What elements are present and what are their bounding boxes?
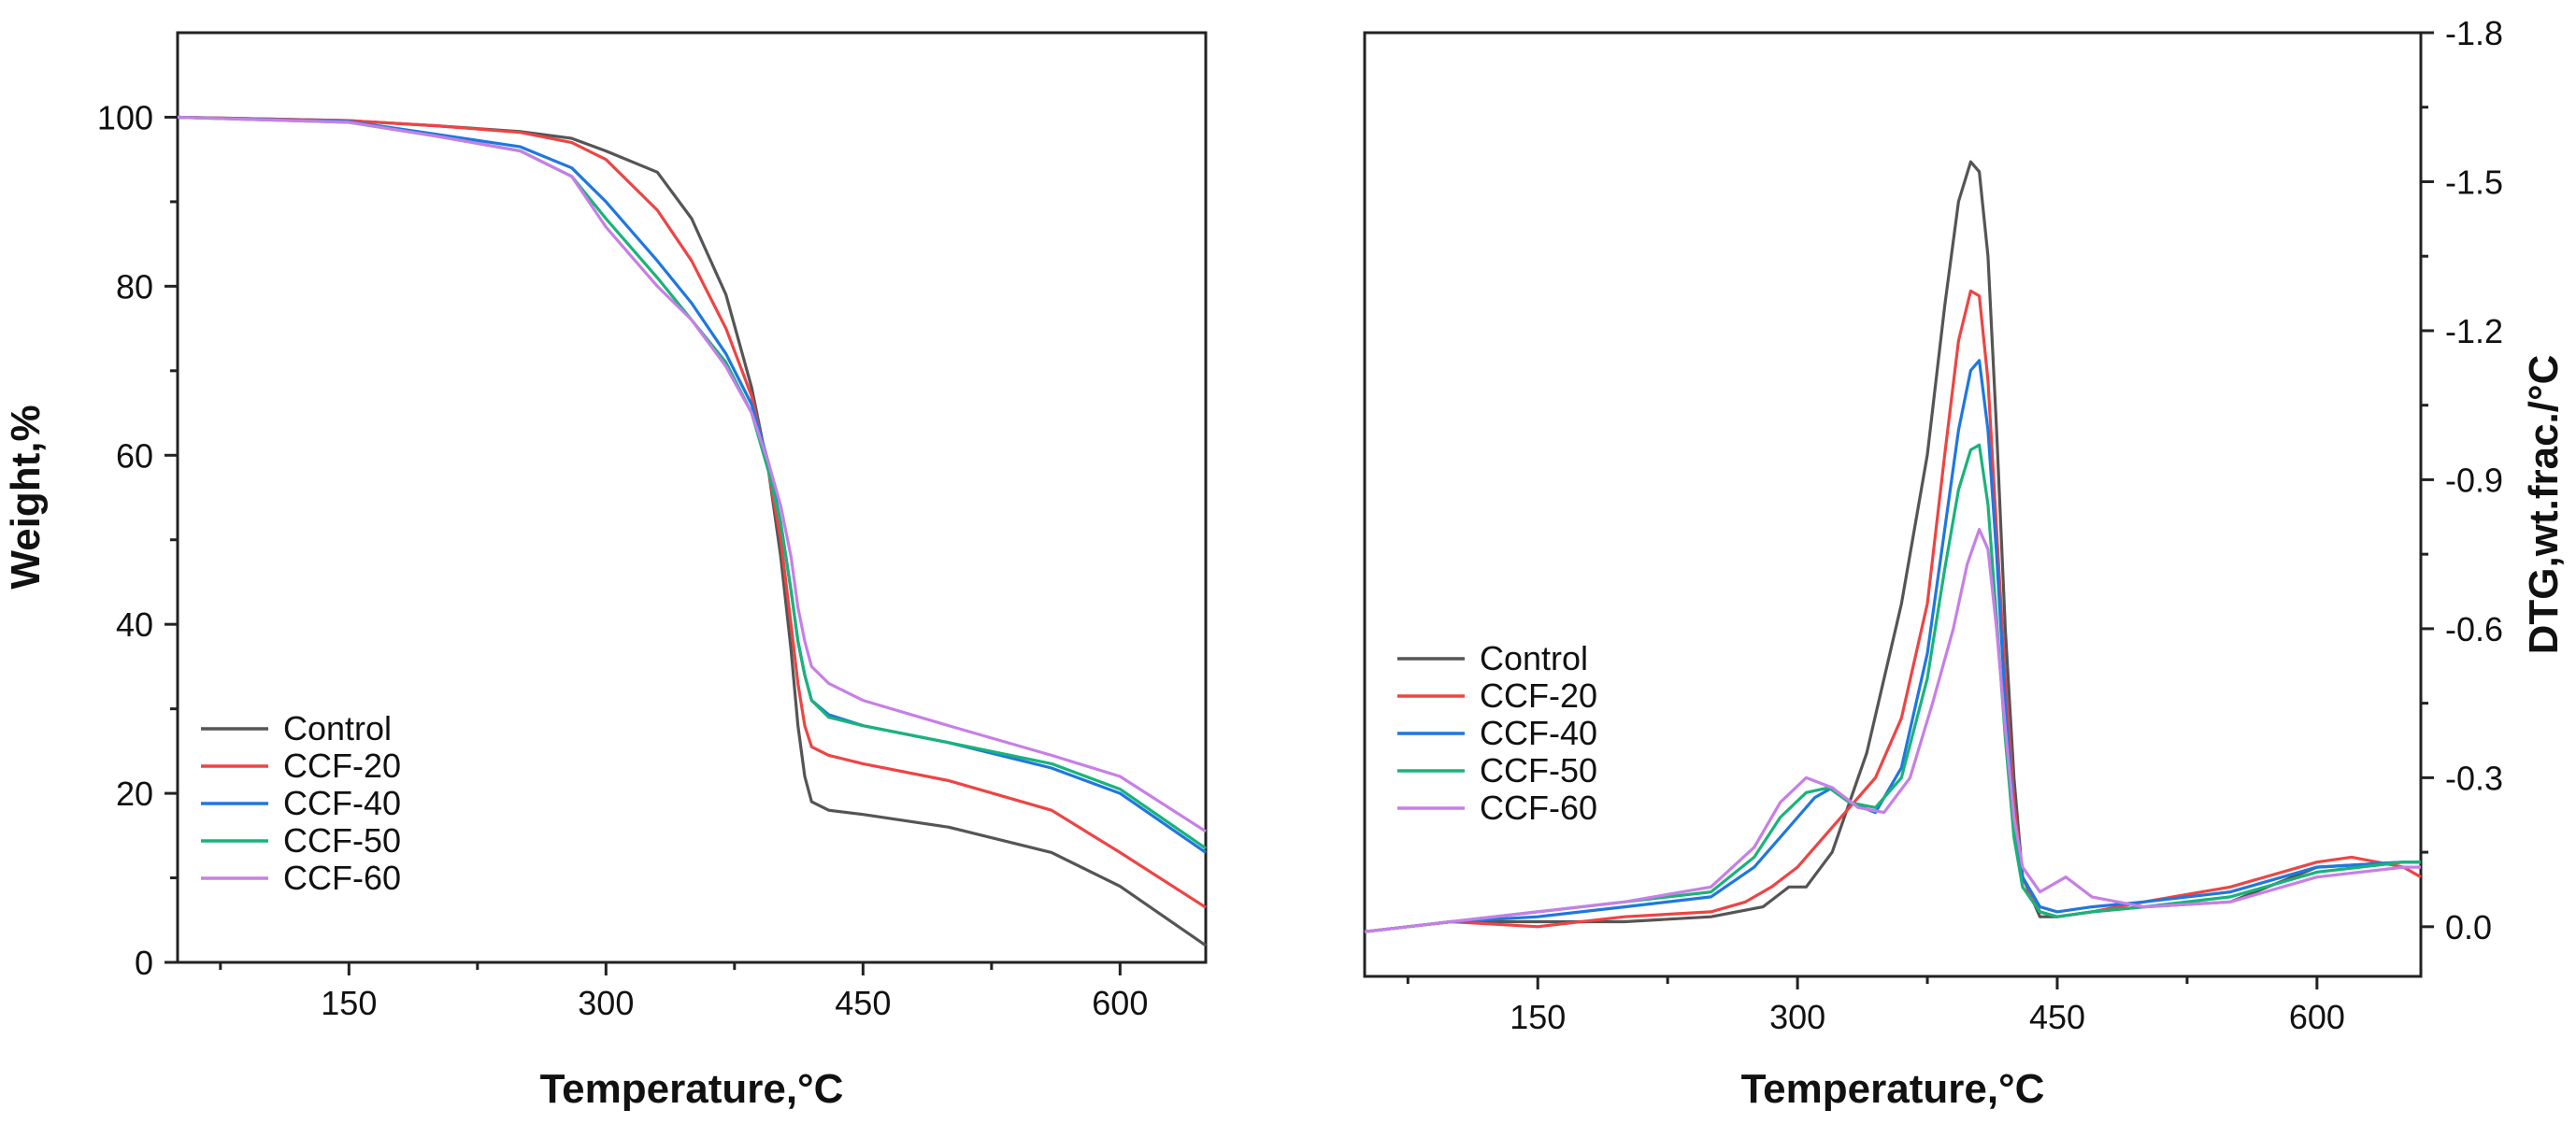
- legend-label: CCF-50: [1480, 751, 1597, 790]
- y-tick-label: -1.5: [2445, 163, 2503, 201]
- y-tick-label: -1.2: [2445, 312, 2503, 350]
- dtg-plot-frame: [1363, 31, 2423, 978]
- dtg-y-axis-title: DTG,wt.frac./°C: [2521, 355, 2567, 655]
- series-line-ccf-20: [1364, 289, 2422, 933]
- series-line-ccf-50: [1364, 443, 2421, 933]
- x-tick-label: 300: [578, 984, 634, 1022]
- legend-label: Control: [283, 709, 392, 747]
- legend-label: CCF-20: [283, 747, 401, 785]
- tga-series-lines: [177, 115, 1207, 947]
- legend-label: Control: [1480, 639, 1588, 677]
- y-tick-label: 60: [116, 436, 153, 475]
- y-tick-label: 80: [116, 267, 153, 306]
- x-tick-label: 450: [2029, 998, 2085, 1036]
- legend-label: CCF-50: [283, 821, 401, 860]
- legend-label: CCF-40: [283, 784, 401, 822]
- legend-label: CCF-40: [1480, 714, 1597, 752]
- series-line-ccf-60: [1364, 527, 2421, 933]
- dtg-x-axis-title: Temperature,°C: [1741, 1066, 2045, 1112]
- tga-x-axis-title: Temperature,°C: [540, 1066, 844, 1112]
- y-tick-label: 20: [116, 775, 153, 813]
- y-tick-label: -1.8: [2445, 14, 2503, 52]
- y-tick-label: 0.0: [2445, 908, 2492, 946]
- legend-label: CCF-60: [283, 859, 401, 897]
- dtg-ticks: 150 300 450 600 0.0 -0.3 -0.6 -0.9 -1.2 -1.5 -1.8: [1406, 14, 2503, 1036]
- tga-plot-frame: [176, 31, 1208, 964]
- legend-label: CCF-60: [1480, 789, 1597, 827]
- y-tick-label: -0.6: [2445, 610, 2503, 648]
- dtg-chart: 150 300 450 6000.0-0.3-0.6-0.9-1.2-1.5-1.8 …: [1363, 14, 2567, 1112]
- series-line-ccf-60: [177, 115, 1207, 833]
- legend-label: CCF-20: [1480, 676, 1597, 715]
- x-tick-label: 600: [2289, 998, 2345, 1036]
- tga-ticks: 150 300 450 600 0 20 40 60 80 100: [97, 98, 1148, 1022]
- dtg-series-lines: [1364, 160, 2422, 933]
- x-tick-label: 150: [1510, 998, 1566, 1036]
- x-tick-label: 450: [835, 984, 891, 1022]
- series-line-ccf-20: [177, 115, 1207, 909]
- y-tick-label: 40: [116, 605, 153, 644]
- y-tick-label: -0.9: [2445, 461, 2503, 499]
- x-tick-label: 150: [321, 984, 377, 1022]
- x-tick-label: 600: [1092, 984, 1148, 1022]
- y-tick-label: -0.3: [2445, 759, 2503, 797]
- tga-y-axis-title: Weight,%: [3, 405, 49, 589]
- series-line-ccf-40: [1364, 359, 2421, 933]
- y-tick-label: 0: [135, 944, 153, 982]
- x-tick-label: 300: [1769, 998, 1825, 1036]
- y-tick-label: 100: [97, 98, 153, 136]
